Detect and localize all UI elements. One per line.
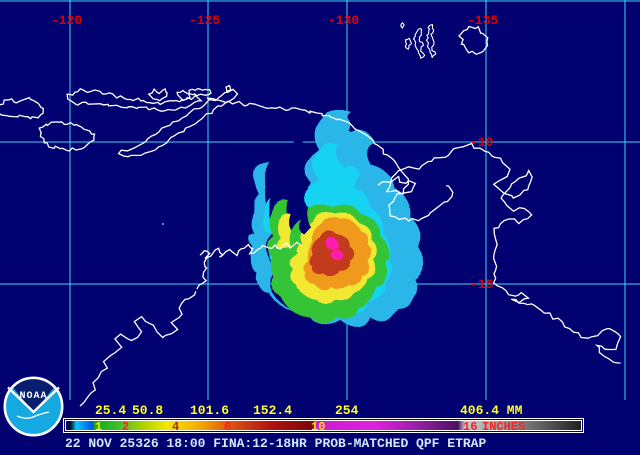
svg-text:-120: -120 — [51, 13, 82, 28]
svg-text:-135: -135 — [467, 13, 498, 28]
svg-text:-125: -125 — [189, 13, 220, 28]
svg-text:-130: -130 — [328, 13, 359, 28]
svg-text:NOAA: NOAA — [19, 391, 47, 402]
svg-text:-15: -15 — [470, 277, 494, 292]
